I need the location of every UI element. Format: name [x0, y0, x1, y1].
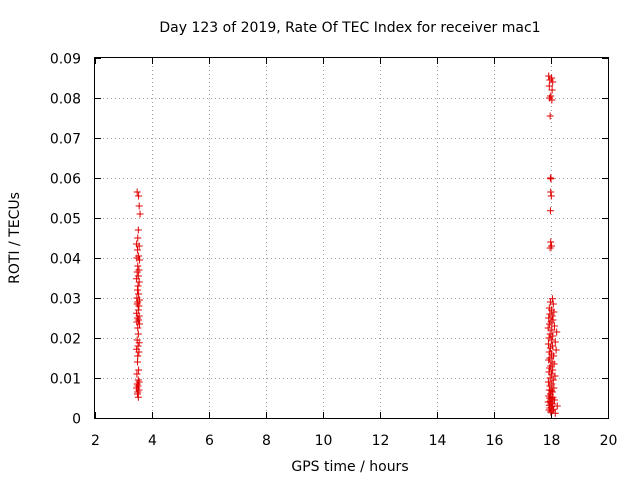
- data-point-marker: [546, 207, 554, 215]
- data-point-marker: [134, 262, 142, 270]
- data-point-marker: [550, 352, 558, 360]
- data-point-marker: [547, 336, 555, 344]
- data-point-marker: [544, 398, 552, 406]
- y-tick-label: 0.08: [50, 92, 81, 108]
- data-point-marker: [547, 387, 555, 395]
- data-point-marker: [549, 332, 557, 340]
- data-point-marker: [133, 268, 141, 276]
- data-point-marker: [134, 226, 142, 234]
- data-point-marker: [548, 326, 556, 334]
- x-tick-label: 16: [486, 433, 504, 449]
- data-point-marker: [546, 320, 554, 328]
- x-tick-label: 12: [372, 433, 390, 449]
- data-point-marker: [550, 308, 558, 316]
- data-point-marker: [551, 372, 559, 380]
- data-point-marker: [135, 348, 143, 356]
- data-point-marker: [133, 246, 141, 254]
- data-point-marker: [549, 78, 557, 86]
- data-point-marker: [135, 290, 143, 298]
- data-point-marker: [546, 174, 554, 182]
- data-point-marker: [548, 96, 556, 104]
- y-tick-label: 0.06: [50, 172, 81, 188]
- data-point-marker: [547, 408, 555, 416]
- data-point-marker: [134, 234, 142, 242]
- data-point-marker: [136, 210, 144, 218]
- data-point-marker: [134, 306, 142, 314]
- data-point-marker: [133, 358, 141, 366]
- x-tick-label: 6: [205, 433, 214, 449]
- data-point-marker: [546, 344, 554, 352]
- y-tick-label: 0.09: [50, 52, 81, 68]
- data-point-marker: [549, 376, 557, 384]
- data-point-marker: [548, 86, 556, 94]
- y-tick-label: 0: [72, 412, 81, 428]
- data-point-marker: [547, 188, 555, 196]
- x-tick-label: 2: [91, 433, 100, 449]
- data-point-marker: [544, 324, 552, 332]
- data-point-marker: [553, 402, 561, 410]
- data-point-marker: [135, 366, 143, 374]
- data-point-marker: [135, 302, 143, 310]
- y-tick-label: 0.03: [50, 292, 81, 308]
- data-point-marker: [547, 175, 555, 183]
- data-point-marker: [549, 366, 557, 374]
- data-point-marker: [133, 286, 141, 294]
- data-point-marker: [135, 242, 143, 250]
- data-point-marker: [551, 409, 559, 417]
- data-point-marker: [135, 278, 143, 286]
- x-tick-label: 18: [543, 433, 561, 449]
- x-axis-label: GPS time / hours: [291, 459, 408, 475]
- data-point-marker: [550, 322, 558, 330]
- data-point-marker: [546, 382, 554, 390]
- data-point-marker: [135, 339, 143, 347]
- data-point-marker: [135, 320, 143, 328]
- data-point-marker: [134, 342, 142, 350]
- data-point-marker: [134, 352, 142, 360]
- data-point-marker: [135, 202, 143, 210]
- data-point-marker: [551, 338, 559, 346]
- data-points: [133, 72, 561, 417]
- data-point-marker: [133, 390, 141, 398]
- data-point-marker: [135, 256, 143, 264]
- data-point-marker: [135, 192, 143, 200]
- x-tick-label: 4: [148, 433, 157, 449]
- data-point-marker: [134, 282, 142, 290]
- data-point-marker: [552, 346, 560, 354]
- data-point-marker: [134, 393, 142, 401]
- y-tick-label: 0.05: [50, 212, 81, 228]
- data-point-marker: [547, 192, 555, 200]
- x-tick-label: 10: [315, 433, 333, 449]
- data-point-marker: [546, 112, 554, 120]
- y-tick-label: 0.07: [50, 132, 81, 148]
- data-point-marker: [133, 188, 141, 196]
- chart-title: Day 123 of 2019, Rate Of TEC Index for r…: [159, 20, 540, 36]
- data-point-marker: [134, 324, 142, 332]
- x-tick-label: 8: [262, 433, 271, 449]
- axis-ticks: 2 4 6 8 10 12 14 16 18 20 0 0.01 0.02 0.03 0.04 0.05 0.0…: [50, 52, 618, 450]
- x-tick-label: 14: [429, 433, 447, 449]
- plot-frame: [94, 57, 609, 419]
- x-tick-label: 20: [600, 433, 618, 449]
- grid-lines: [95, 58, 608, 418]
- y-tick-label: 0.04: [50, 252, 81, 268]
- data-point-marker: [553, 328, 561, 336]
- data-point-marker: [547, 238, 555, 246]
- data-point-marker: [546, 244, 554, 252]
- data-point-marker: [549, 300, 557, 308]
- data-point-marker: [544, 340, 552, 348]
- y-tick-label: 0.01: [50, 372, 81, 388]
- data-point-marker: [545, 82, 553, 90]
- data-point-marker: [545, 314, 553, 322]
- data-point-marker: [133, 370, 141, 378]
- data-point-marker: [134, 330, 142, 338]
- y-axis-label: ROTI / TECUs: [7, 192, 23, 284]
- y-tick-label: 0.02: [50, 332, 81, 348]
